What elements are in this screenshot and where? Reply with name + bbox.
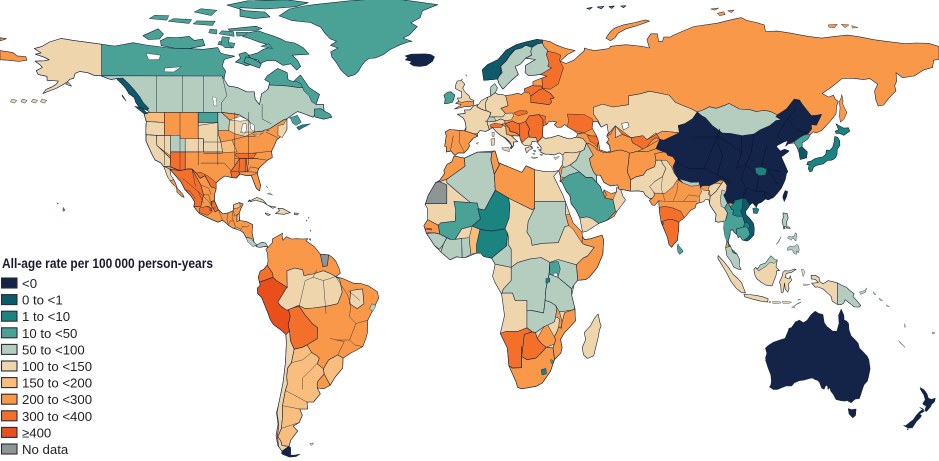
svg-text:10 to <50: 10 to <50 [22,326,77,341]
svg-text:1 to <10: 1 to <10 [22,309,70,324]
svg-text:300 to <400: 300 to <400 [22,409,92,424]
svg-text:≥400: ≥400 [22,425,51,440]
svg-text:150 to <200: 150 to <200 [22,376,92,391]
svg-text:200 to <300: 200 to <300 [22,392,92,407]
svg-text:All-age rate per 100 000 perso: All-age rate per 100 000 person-years [2,256,213,271]
svg-text:No data: No data [22,442,69,457]
svg-text:50 to <100: 50 to <100 [22,342,85,357]
svg-text:<0: <0 [22,276,37,291]
svg-text:0 to <1: 0 to <1 [22,293,63,308]
svg-text:100 to <150: 100 to <150 [22,359,92,374]
